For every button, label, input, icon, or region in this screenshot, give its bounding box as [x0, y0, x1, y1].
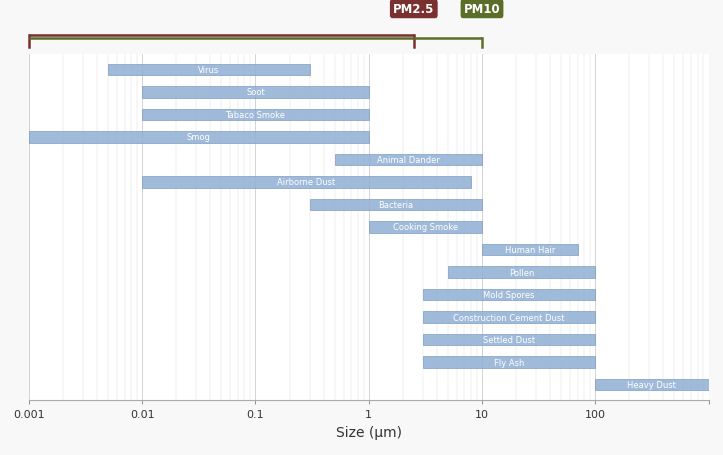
Text: Construction Cement Dust: Construction Cement Dust — [453, 313, 565, 322]
Text: PM2.5: PM2.5 — [393, 3, 435, 16]
Text: Smog: Smog — [187, 133, 211, 142]
Text: Settled Dust: Settled Dust — [483, 335, 535, 344]
Text: Pollen: Pollen — [509, 268, 534, 277]
Text: Tabaco Smoke: Tabaco Smoke — [226, 111, 286, 120]
Text: Animal Dander: Animal Dander — [377, 156, 440, 165]
Bar — [423, 334, 595, 346]
Text: Heavy Dust: Heavy Dust — [628, 380, 676, 389]
Bar — [423, 289, 595, 301]
Text: Soot: Soot — [246, 88, 265, 97]
Bar — [423, 312, 595, 323]
Text: Bacteria: Bacteria — [378, 201, 414, 210]
Bar — [108, 65, 309, 76]
Bar — [595, 379, 709, 390]
Bar — [142, 87, 369, 99]
Bar — [369, 222, 482, 233]
Text: Human Hair: Human Hair — [505, 245, 555, 254]
Bar — [423, 356, 595, 368]
Bar — [29, 132, 369, 143]
Bar — [142, 109, 369, 121]
X-axis label: Size (µm): Size (µm) — [335, 425, 402, 439]
Text: PM10: PM10 — [463, 3, 500, 16]
Bar — [335, 154, 482, 166]
Text: Virus: Virus — [198, 66, 219, 75]
Bar — [142, 177, 471, 188]
Bar — [448, 267, 595, 278]
Text: Mold Spores: Mold Spores — [483, 290, 535, 299]
Text: Cooking Smoke: Cooking Smoke — [393, 223, 458, 232]
Bar — [482, 244, 578, 256]
Text: Fly Ash: Fly Ash — [494, 358, 524, 367]
Text: Airborne Dust: Airborne Dust — [278, 178, 335, 187]
Bar — [309, 199, 482, 211]
